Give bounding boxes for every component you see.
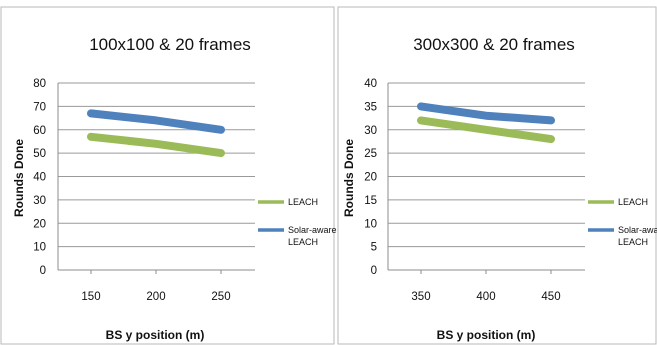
panel-frame bbox=[0, 6, 335, 345]
y-tick-label: 0 bbox=[40, 265, 46, 277]
y-tick-label: 40 bbox=[364, 78, 377, 90]
chart-title: 300x300 & 20 frames bbox=[413, 35, 575, 54]
y-tick-label: 20 bbox=[364, 172, 377, 184]
legend-label: LEACH bbox=[288, 237, 318, 247]
legend-label: LEACH bbox=[288, 197, 318, 207]
chart-title: 100x100 & 20 frames bbox=[89, 35, 251, 54]
y-tick-label: 10 bbox=[364, 218, 377, 230]
chart-panel-left: 100x100 & 20 frames Rounds Done BS y pos… bbox=[0, 6, 337, 345]
legend-label: Solar-aware bbox=[288, 225, 337, 235]
y-tick-label: 40 bbox=[33, 172, 46, 184]
y-tick-label: 60 bbox=[33, 125, 46, 137]
x-tick-label: 450 bbox=[541, 291, 560, 303]
legend-label: Solar-awar bbox=[618, 225, 657, 235]
plot-area: 0 5 10 15 20 25 30 35 40 350 400 450 bbox=[364, 78, 585, 303]
x-axis-title: BS y position (m) bbox=[106, 328, 205, 342]
y-tick-label: 10 bbox=[33, 242, 46, 254]
x-tick-label: 250 bbox=[211, 291, 230, 303]
y-tick-label: 15 bbox=[364, 195, 377, 207]
series-line-solar-aware-leach bbox=[87, 109, 225, 134]
y-axis-title: Rounds Done bbox=[342, 139, 356, 217]
y-tick-label: 5 bbox=[371, 242, 377, 254]
y-tick-label: 50 bbox=[33, 148, 46, 160]
series-line-solar-aware-leach bbox=[417, 102, 555, 125]
x-tick-label: 200 bbox=[146, 291, 165, 303]
x-tick-label: 150 bbox=[81, 291, 100, 303]
chart-panel-right: 300x300 & 20 frames Rounds Done BS y pos… bbox=[337, 6, 657, 345]
legend-label: LEACH bbox=[618, 237, 648, 247]
y-tick-label: 25 bbox=[364, 148, 377, 160]
legend-label: LEACH bbox=[618, 197, 648, 207]
y-tick-label: 80 bbox=[33, 78, 46, 90]
legend: LEACH Solar-awar LEACH bbox=[588, 197, 657, 247]
y-tick-label: 30 bbox=[364, 125, 377, 137]
legend: LEACH Solar-aware LEACH bbox=[258, 197, 337, 247]
y-tick-label: 30 bbox=[33, 195, 46, 207]
x-axis-title: BS y position (m) bbox=[437, 328, 536, 342]
y-tick-label: 0 bbox=[371, 265, 377, 277]
panel-frame bbox=[337, 6, 657, 345]
y-tick-label: 35 bbox=[364, 101, 377, 113]
series-line-leach bbox=[87, 132, 225, 158]
series-line-leach bbox=[417, 116, 555, 144]
y-axis-title: Rounds Done bbox=[12, 139, 26, 217]
x-tick-label: 400 bbox=[476, 291, 495, 303]
y-tick-label: 20 bbox=[33, 218, 46, 230]
x-tick-label: 350 bbox=[411, 291, 430, 303]
plot-area: 0 10 20 30 40 50 60 70 80 150 200 250 bbox=[33, 78, 255, 303]
y-tick-label: 70 bbox=[33, 101, 46, 113]
